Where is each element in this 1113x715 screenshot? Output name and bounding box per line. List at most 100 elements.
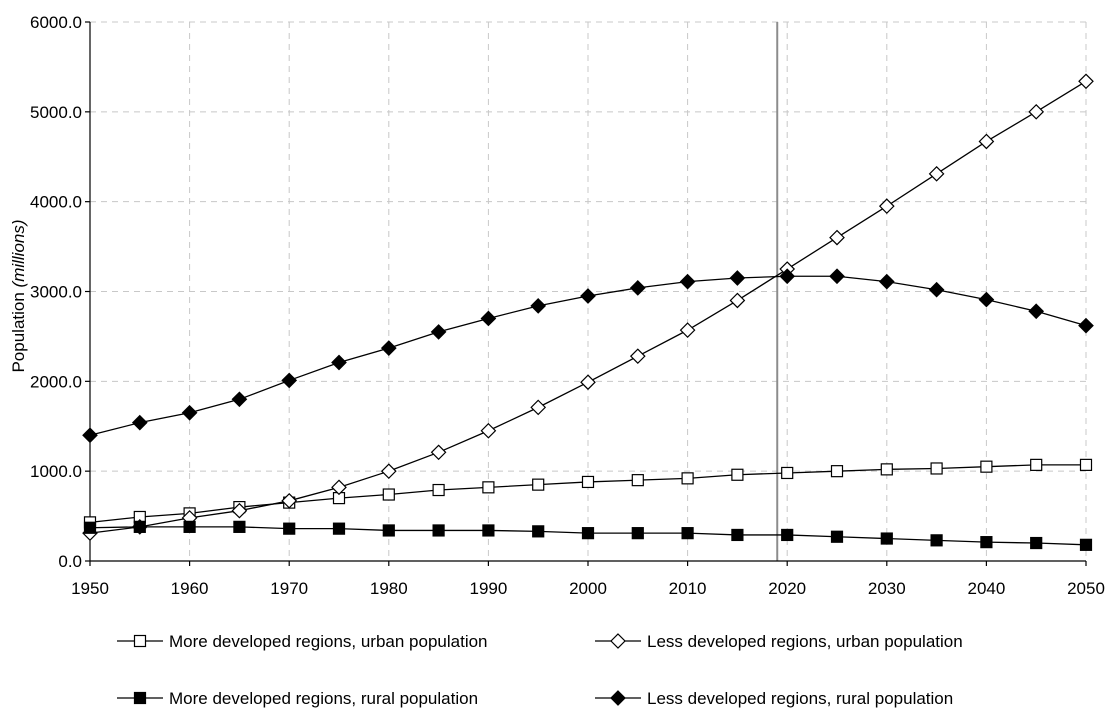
data-point xyxy=(82,427,98,444)
tick-labels: 0.0 1000.0 2000.0 3000.0 4000.0 5000.0 6000.0 1… xyxy=(30,13,1105,598)
y-tick-label: 4000.0 xyxy=(30,193,82,212)
data-point xyxy=(930,534,943,547)
x-tick-label: 2030 xyxy=(868,579,906,598)
data-point xyxy=(679,273,696,290)
data-point xyxy=(432,524,445,537)
data-point xyxy=(681,472,694,485)
y-tick-label: 5000.0 xyxy=(30,103,82,122)
x-tick-label: 2040 xyxy=(967,579,1005,598)
data-point xyxy=(681,527,694,540)
y-tick-label: 0.0 xyxy=(58,552,82,571)
y-tick-label: 3000.0 xyxy=(30,283,82,302)
legend-marker xyxy=(610,690,626,706)
data-point xyxy=(181,404,198,421)
x-tick-label: 2050 xyxy=(1067,579,1105,598)
data-point xyxy=(1078,317,1094,334)
data-point xyxy=(781,466,794,480)
data-point xyxy=(928,281,945,298)
y-tick-label: 2000.0 xyxy=(30,372,82,391)
data-point xyxy=(978,133,995,150)
data-point xyxy=(283,522,296,535)
data-point xyxy=(978,291,995,308)
data-point xyxy=(830,465,844,478)
data-point xyxy=(382,488,395,501)
legend-item-3: More developed regions, rural population xyxy=(117,689,478,708)
data-point xyxy=(432,483,445,497)
data-point xyxy=(480,310,497,327)
data-point xyxy=(430,324,447,340)
data-point xyxy=(980,536,993,549)
data-point xyxy=(530,399,547,416)
x-tick-label: 2010 xyxy=(669,579,707,598)
y-axis-label-unit: (millions) xyxy=(9,219,28,287)
data-point xyxy=(779,268,796,285)
data-point xyxy=(530,298,547,314)
data-point xyxy=(331,479,347,496)
data-point xyxy=(729,292,746,309)
legend-label: Less developed regions, rural population xyxy=(647,689,953,708)
data-point xyxy=(233,520,246,533)
grid-layer xyxy=(90,21,1087,561)
legend-label: More developed regions, rural population xyxy=(169,689,478,708)
axes xyxy=(85,21,1087,566)
data-point xyxy=(731,468,744,481)
legend-marker xyxy=(610,633,626,649)
data-point xyxy=(482,524,495,537)
legend-marker xyxy=(133,691,147,705)
x-tick-label: 2000 xyxy=(569,579,607,598)
data-point xyxy=(629,348,646,365)
data-point xyxy=(231,502,248,519)
data-point xyxy=(1079,458,1093,471)
data-point xyxy=(380,463,397,480)
data-point xyxy=(1028,103,1045,120)
data-point xyxy=(281,372,298,389)
data-point xyxy=(332,522,346,535)
data-point xyxy=(1079,538,1093,551)
data-point xyxy=(382,524,395,537)
data-point xyxy=(532,478,545,491)
data-point xyxy=(430,444,447,461)
data-point xyxy=(878,198,895,215)
data-point xyxy=(131,414,148,431)
data-point xyxy=(1078,73,1094,90)
data-point xyxy=(829,229,845,246)
series-3 xyxy=(83,520,1093,551)
data-point xyxy=(631,527,644,540)
data-point xyxy=(679,322,696,338)
data-point xyxy=(580,374,596,391)
y-axis-label-main: Population xyxy=(9,287,28,372)
data-point xyxy=(629,280,646,296)
y-tick-label: 1000.0 xyxy=(30,462,82,481)
data-point xyxy=(231,391,248,408)
data-point xyxy=(581,527,595,540)
data-point xyxy=(482,481,495,494)
legend-item-1: More developed regions, urban population xyxy=(117,632,488,651)
x-tick-label: 1950 xyxy=(71,579,109,598)
legend-item-4: Less developed regions, rural population xyxy=(595,689,953,708)
data-point xyxy=(729,270,746,286)
data-point xyxy=(380,340,397,356)
data-point xyxy=(930,462,943,475)
legend-marker xyxy=(133,634,147,648)
data-point xyxy=(1030,536,1043,550)
data-point xyxy=(781,528,794,542)
data-point xyxy=(631,474,644,487)
data-point xyxy=(331,354,347,371)
data-point xyxy=(183,520,196,533)
data-point xyxy=(532,525,545,538)
series-4 xyxy=(82,268,1094,444)
y-axis-label: Population (millions) xyxy=(9,219,28,372)
data-point xyxy=(878,273,895,290)
data-point xyxy=(581,475,595,489)
data-point xyxy=(880,463,893,476)
data-point xyxy=(980,460,993,473)
data-point xyxy=(880,532,893,545)
x-tick-label: 2020 xyxy=(768,579,806,598)
y-tick-label: 6000.0 xyxy=(30,13,82,32)
data-point xyxy=(829,268,845,285)
data-point xyxy=(133,520,146,533)
data-point xyxy=(83,521,97,534)
legend-label: More developed regions, urban population xyxy=(169,632,488,651)
data-point xyxy=(480,422,497,439)
x-tick-label: 1960 xyxy=(171,579,209,598)
